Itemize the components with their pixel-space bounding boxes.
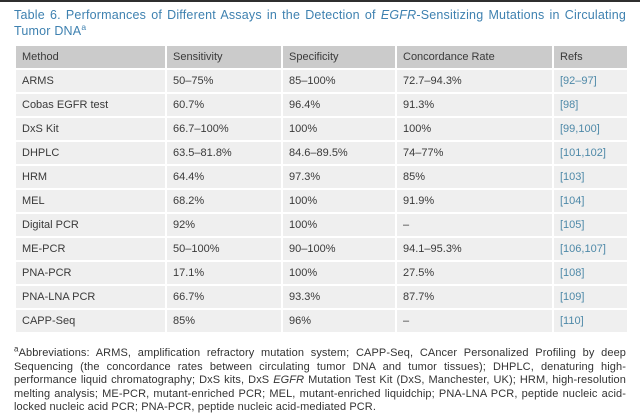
cell-sensitivity: 66.7–100% [165, 116, 283, 142]
cell-method: Cobas EGFR test [14, 92, 167, 118]
col-header-refs: Refs [552, 44, 629, 70]
col-header-method: Method [14, 44, 167, 70]
col-header-specificity: Specificity [281, 44, 397, 70]
table-row: DHPLC 63.5–81.8% 84.6–89.5% 74–77% [101,… [14, 140, 629, 166]
cell-refs-citation-link[interactable]: [98] [552, 92, 629, 118]
cell-refs-citation-link[interactable]: [99,100] [552, 116, 629, 142]
cell-specificity: 96% [281, 308, 397, 334]
cell-method: HRM [14, 164, 167, 190]
cell-concordance-rate: – [395, 212, 554, 238]
table-row: HRM 64.4% 97.3% 85% [103] [14, 164, 629, 190]
cell-sensitivity: 85% [165, 308, 283, 334]
cell-sensitivity: 64.4% [165, 164, 283, 190]
table-row: DxS Kit 66.7–100% 100% 100% [99,100] [14, 116, 629, 142]
cell-specificity: 100% [281, 260, 397, 286]
cell-specificity: 97.3% [281, 164, 397, 190]
cell-concordance-rate: 87.7% [395, 284, 554, 310]
cell-refs-citation-link[interactable]: [105] [552, 212, 629, 238]
cell-concordance-rate: 85% [395, 164, 554, 190]
table-row: MEL 68.2% 100% 91.9% [104] [14, 188, 629, 214]
cell-specificity: 100% [281, 188, 397, 214]
cell-refs-citation-link[interactable]: [103] [552, 164, 629, 190]
cell-refs-citation-link[interactable]: [101,102] [552, 140, 629, 166]
table-row: PNA-PCR 17.1% 100% 27.5% [108] [14, 260, 629, 286]
table-title: Table 6. Performances of Different Assay… [14, 8, 626, 39]
cell-refs-citation-link[interactable]: [104] [552, 188, 629, 214]
cell-method: ME-PCR [14, 236, 167, 262]
cell-method: DHPLC [14, 140, 167, 166]
assay-performance-table: Method Sensitivity Specificity Concordan… [14, 44, 629, 334]
cell-specificity: 100% [281, 212, 397, 238]
cell-refs-citation-link[interactable]: [109] [552, 284, 629, 310]
cell-sensitivity: 92% [165, 212, 283, 238]
table-row: ME-PCR 50–100% 90–100% 94.1–95.3% [106,1… [14, 236, 629, 262]
cell-refs-citation-link[interactable]: [108] [552, 260, 629, 286]
cell-concordance-rate: 74–77% [395, 140, 554, 166]
cell-sensitivity: 63.5–81.8% [165, 140, 283, 166]
title-egfr-italic: EGFR [380, 8, 417, 22]
cell-specificity: 100% [281, 116, 397, 142]
cell-specificity: 84.6–89.5% [281, 140, 397, 166]
table-row: ARMS 50–75% 85–100% 72.7–94.3% [92–97] [14, 68, 629, 94]
title-text-start: Table 6. Performances of Different Assay… [14, 8, 381, 22]
cell-concordance-rate: 100% [395, 116, 554, 142]
cell-specificity: 93.3% [281, 284, 397, 310]
cell-method: ARMS [14, 68, 167, 94]
cell-concordance-rate: 91.9% [395, 188, 554, 214]
cell-sensitivity: 66.7% [165, 284, 283, 310]
cell-sensitivity: 68.2% [165, 188, 283, 214]
cell-sensitivity: 17.1% [165, 260, 283, 286]
cell-method: PNA-LNA PCR [14, 284, 167, 310]
footnote-text-start: Abbreviations: ARMS, amplification refra… [14, 347, 626, 386]
cell-method: DxS Kit [14, 116, 167, 142]
footnote-text-end: Mutation Test Kit (DxS, Manchester, UK);… [14, 374, 626, 413]
cell-refs-citation-link[interactable]: [92–97] [552, 68, 629, 94]
cell-sensitivity: 60.7% [165, 92, 283, 118]
table-row: Cobas EGFR test 60.7% 96.4% 91.3% [98] [14, 92, 629, 118]
cell-concordance-rate: 72.7–94.3% [395, 68, 554, 94]
table-footnote: aAbbreviations: ARMS, amplification refr… [14, 344, 626, 415]
footnote-marker: a [14, 344, 19, 354]
table-row: CAPP-Seq 85% 96% – [110] [14, 308, 629, 334]
table-row: PNA-LNA PCR 66.7% 93.3% 87.7% [109] [14, 284, 629, 310]
title-footnote-marker: a [81, 21, 87, 32]
cell-refs-citation-link[interactable]: [106,107] [552, 236, 629, 262]
cell-specificity: 96.4% [281, 92, 397, 118]
cell-concordance-rate: 27.5% [395, 260, 554, 286]
cell-method: PNA-PCR [14, 260, 167, 286]
cell-concordance-rate: 94.1–95.3% [395, 236, 554, 262]
cell-specificity: 85–100% [281, 68, 397, 94]
footnote-egfr-italic: EGFR [273, 374, 305, 386]
cell-specificity: 90–100% [281, 236, 397, 262]
col-header-sensitivity: Sensitivity [165, 44, 283, 70]
cell-refs-citation-link[interactable]: [110] [552, 308, 629, 334]
table-header-row: Method Sensitivity Specificity Concordan… [14, 44, 629, 70]
cell-sensitivity: 50–100% [165, 236, 283, 262]
col-header-concordance-rate: Concordance Rate [395, 44, 554, 70]
cell-concordance-rate: – [395, 308, 554, 334]
cell-method: MEL [14, 188, 167, 214]
title-text-end: -Sensitizing Mutations in Circulating Tu… [14, 8, 627, 38]
cell-method: CAPP-Seq [14, 308, 167, 334]
table-body: ARMS 50–75% 85–100% 72.7–94.3% [92–97] C… [14, 68, 629, 334]
cell-concordance-rate: 91.3% [395, 92, 554, 118]
cell-sensitivity: 50–75% [165, 68, 283, 94]
table-row: Digital PCR 92% 100% – [105] [14, 212, 629, 238]
cell-method: Digital PCR [14, 212, 167, 238]
